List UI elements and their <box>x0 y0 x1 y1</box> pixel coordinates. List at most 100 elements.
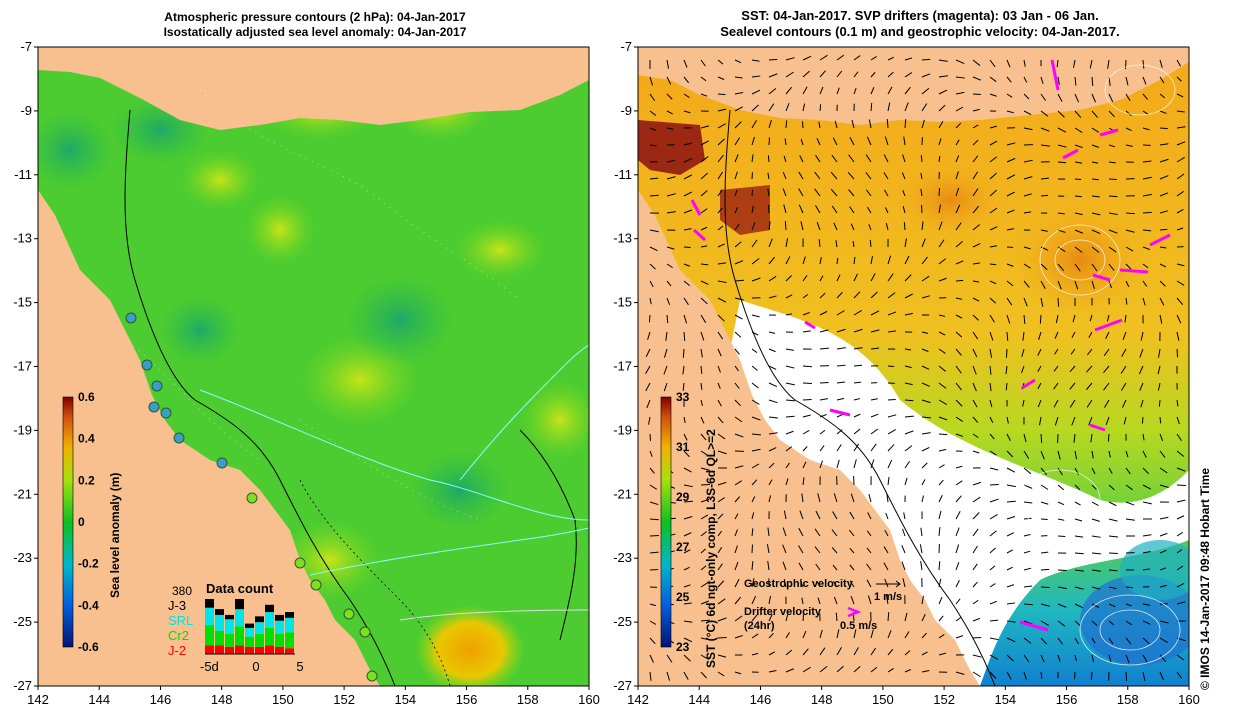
data-count-bar <box>235 626 244 646</box>
drifter-legend-sub: (24hr) <box>744 620 775 632</box>
data-count-tick: 0 <box>252 659 259 674</box>
sst-colorbar <box>660 396 672 648</box>
tide-gauge-stations <box>125 312 228 469</box>
data-count-tick: -5d <box>200 659 219 674</box>
lon-tick-label: 158 <box>1117 692 1139 707</box>
data-count-bar <box>225 633 234 647</box>
lon-tick-label: 154 <box>994 692 1016 707</box>
lon-tick-label: 142 <box>27 692 49 707</box>
data-count-tick: 5 <box>296 659 303 674</box>
lat-tick-label: -19 <box>13 422 32 437</box>
data-count-bar <box>285 648 294 654</box>
imos-credit: © IMOS 14-Jan-2017 09:48 Hobart Time <box>1198 467 1212 690</box>
lat-tick-label: -17 <box>13 359 32 374</box>
lon-tick-label: 144 <box>688 692 710 707</box>
data-count-mission-J-3: J-3 <box>168 598 186 613</box>
left-title-line2: Isostatically adjusted sea level anomaly… <box>163 25 467 39</box>
lon-tick-label: 146 <box>750 692 772 707</box>
data-count-bar <box>255 646 264 654</box>
data-count-bar <box>235 609 244 627</box>
lon-tick-label: 148 <box>211 692 233 707</box>
lon-tick-label: 150 <box>272 692 294 707</box>
data-count-bar <box>205 625 214 646</box>
data-count-bar <box>255 622 264 634</box>
left-title-line1: Atmospheric pressure contours (2 hPa): 0… <box>164 10 466 24</box>
lat-tick-label: -7 <box>620 39 632 54</box>
data-count-bar <box>215 645 224 654</box>
data-count-bar <box>215 630 224 646</box>
data-count-bar <box>275 633 284 647</box>
lon-tick-label: 156 <box>456 692 478 707</box>
data-count-bar <box>235 645 244 654</box>
lat-tick-label: -7 <box>20 39 32 54</box>
right-title-line1: SST: 04-Jan-2017. SVP drifters (magenta)… <box>741 8 1099 23</box>
lat-tick-label: -15 <box>13 295 32 310</box>
data-count-bar <box>235 599 244 610</box>
lat-tick-label: -9 <box>620 103 632 118</box>
colorbar-tick-label: 0 <box>78 515 85 529</box>
sla-colorbar <box>62 396 74 648</box>
data-count-bar <box>245 623 254 628</box>
geostrophic-legend-scale: 1 m/s <box>874 591 903 603</box>
lon-tick-label: 158 <box>517 692 539 707</box>
left-land-australia <box>38 190 380 686</box>
lon-tick-label: 144 <box>88 692 110 707</box>
lon-tick-label: 160 <box>1178 692 1200 707</box>
lat-tick-label: -25 <box>613 614 632 629</box>
colorbar-tick-label: 23 <box>676 640 690 654</box>
lat-tick-label: -23 <box>13 550 32 565</box>
left-land-new-guinea <box>38 47 589 130</box>
lat-tick-label: -19 <box>613 422 632 437</box>
svp-drifters <box>690 59 1171 632</box>
data-count-bar <box>265 612 274 628</box>
colorbar-tick-label: -0.4 <box>78 598 99 612</box>
lat-tick-label: -21 <box>613 486 632 501</box>
lat-tick-label: -17 <box>613 359 632 374</box>
lon-tick-label: 150 <box>872 692 894 707</box>
lat-tick-label: -11 <box>14 167 32 182</box>
colorbar-tick-label: 25 <box>676 590 690 604</box>
lon-tick-label: 148 <box>811 692 833 707</box>
drifter-legend-label: Drifter velocity <box>744 606 822 618</box>
sla-colorbar-label: Sea level anomaly (m) <box>108 472 122 598</box>
data-count-bar <box>285 617 294 633</box>
colorbar-tick-label: 0.6 <box>78 390 95 404</box>
geostrophic-legend-label: Geostrophic velocity <box>744 578 853 590</box>
lon-tick-label: 142 <box>627 692 649 707</box>
lon-tick-label: 152 <box>333 692 355 707</box>
data-count-bar <box>205 599 214 608</box>
colorbar-tick-label: 27 <box>676 540 690 554</box>
colorbar-tick-label: 0.4 <box>78 432 95 446</box>
data-count-bar <box>275 614 284 621</box>
right-missing-data <box>720 300 1189 686</box>
left-panel-title: Atmospheric pressure contours (2 hPa): 0… <box>110 10 520 40</box>
lon-tick-label: 154 <box>394 692 416 707</box>
data-count-bar <box>205 645 214 654</box>
lat-tick-label: -9 <box>20 103 32 118</box>
data-count-bar <box>245 646 254 654</box>
sst-colorbar-label: SST (°C) 6d ngt-only comp, L3S-6d QL>=2 <box>704 429 718 668</box>
colorbar-tick-label: 0.2 <box>78 473 95 487</box>
right-land-new-guinea <box>638 47 1189 125</box>
lat-tick-label: -13 <box>613 231 632 246</box>
lon-tick-label: 152 <box>933 692 955 707</box>
lat-tick-label: -25 <box>13 614 32 629</box>
lat-tick-label: -15 <box>613 295 632 310</box>
lat-tick-label: -11 <box>614 167 632 182</box>
data-count-bar <box>225 646 234 654</box>
data-count-bar <box>225 619 234 634</box>
data-count-bar <box>245 627 254 637</box>
data-count-title: Data count <box>206 581 274 596</box>
colorbar-tick-label: 31 <box>676 440 690 454</box>
data-count-bar <box>205 607 214 626</box>
right-map: -7 -9 -11 -13 -15 -17 -19 -21 -23 -25 -27 142 144 14… <box>613 39 1200 707</box>
data-count-bar <box>265 645 274 654</box>
right-land-australia <box>638 190 980 686</box>
data-count-bar <box>215 609 224 615</box>
colorbar-tick-label: -0.6 <box>78 640 99 654</box>
colorbar-tick-label: 29 <box>676 490 690 504</box>
data-count-bar <box>285 612 294 618</box>
right-panel-title: SST: 04-Jan-2017. SVP drifters (magenta)… <box>660 8 1180 40</box>
data-count-max: 380 <box>172 584 192 598</box>
